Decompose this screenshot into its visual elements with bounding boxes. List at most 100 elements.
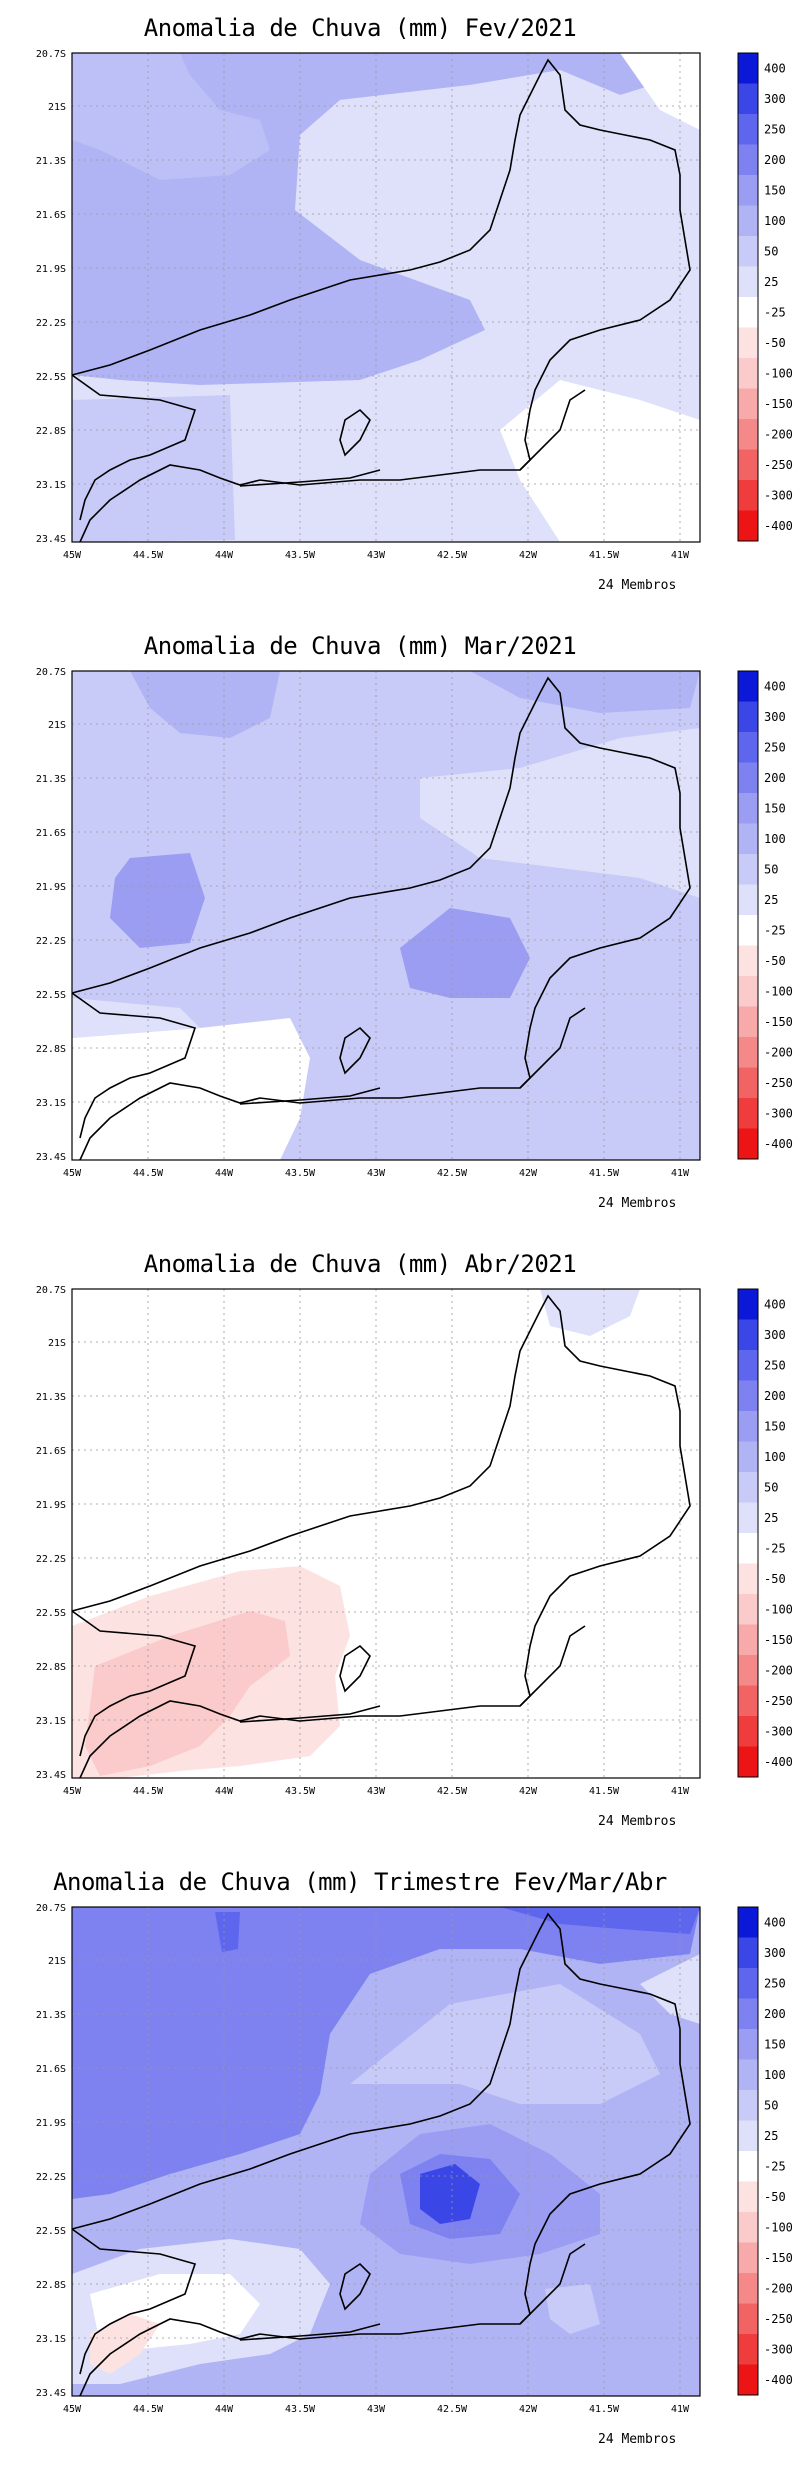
colorbar-label: 50 [764, 244, 778, 258]
colorbar-label: -25 [764, 923, 786, 937]
anomaly-contour-25 [300, 70, 700, 350]
rain-anomaly-map: 20.7S 21S 21.3S 21.6S 21.9S 22.2S 22.5S … [36, 667, 793, 1179]
lat-label: 23.4S [36, 1152, 66, 1163]
lon-label: 44.5W [133, 2404, 164, 2415]
colorbar-label: 150 [764, 183, 786, 197]
members-label: 24 Membros [598, 2432, 677, 2447]
lon-label: 43W [367, 550, 386, 561]
colorbar-swatch [738, 144, 758, 175]
lat-label: 21.6S [36, 1446, 66, 1457]
colorbar-swatch [738, 2181, 758, 2212]
lon-label: 41.5W [589, 2404, 620, 2415]
lat-label: 21.9S [36, 2118, 66, 2129]
lon-label: 41.5W [589, 1786, 620, 1797]
lon-label: 43W [367, 1168, 386, 1179]
lat-label: 22.8S [36, 2280, 66, 2291]
colorbar-label: -100 [764, 984, 793, 998]
lon-label: 41W [671, 1786, 690, 1797]
lon-label: 44W [215, 1786, 234, 1797]
colorbar-label: 300 [764, 92, 786, 106]
colorbar-swatch [738, 83, 758, 114]
colorbar-swatch [738, 854, 758, 885]
members-label: 24 Membros [598, 1196, 677, 1211]
colorbar-label: -100 [764, 1602, 793, 1616]
lat-label: 21.3S [36, 1392, 66, 1403]
colorbar-label: 200 [764, 2007, 786, 2021]
colorbar-label: -200 [764, 1045, 793, 1059]
lat-label: 21.9S [36, 264, 66, 275]
colorbar-swatch [738, 510, 758, 541]
colorbar-label: -150 [764, 1015, 793, 1029]
colorbar-label: -250 [764, 1694, 793, 1708]
lat-label: 22.5S [36, 372, 66, 383]
lon-label: 45W [63, 550, 82, 561]
colorbar-swatch [738, 1533, 758, 1564]
colorbar-label: 100 [764, 1450, 786, 1464]
colorbar-label: 250 [764, 1976, 786, 1990]
colorbar-label: -300 [764, 1106, 793, 1120]
colorbar-label: -400 [764, 519, 793, 533]
colorbar: 400 300 250 200 150 100 50 25 -25 -50 -100 -150 -200… [737, 670, 793, 1160]
anomaly-contour-150b [470, 671, 700, 713]
lat-label: 23.4S [36, 2388, 66, 2399]
colorbar-frame [737, 670, 759, 1160]
colorbar-label: 400 [764, 61, 786, 75]
anomaly-contour-200 [72, 1907, 700, 2199]
map-frame [71, 1288, 701, 1779]
colorbar-swatch [738, 2029, 758, 2060]
colorbar-label: 100 [764, 832, 786, 846]
colorbar-label: 50 [764, 2098, 778, 2112]
lat-label: 21.6S [36, 210, 66, 221]
colorbar-swatch [738, 480, 758, 511]
colorbar-swatch [738, 2364, 758, 2395]
colorbar-label: -150 [764, 1633, 793, 1647]
lat-label: 21S [48, 1956, 66, 1967]
rain-anomaly-map: 20.7S 21S 21.3S 21.6S 21.9S 22.2S 22.5S … [36, 1903, 793, 2415]
lon-label: 44W [215, 550, 234, 561]
colorbar-swatch [738, 1472, 758, 1503]
colorbar-label: -50 [764, 1572, 786, 1586]
colorbar-label: 25 [764, 1511, 778, 1525]
colorbar-label: -300 [764, 2342, 793, 2356]
lat-label: 22.2S [36, 2172, 66, 2183]
lat-label: 22.5S [36, 1608, 66, 1619]
anomaly-contour-50 [72, 53, 270, 180]
colorbar: 400 300 250 200 150 100 50 25 -25 -50 -100 -150 -200… [737, 52, 793, 542]
colorbar-swatch [738, 236, 758, 267]
colorbar-label: 250 [764, 122, 786, 136]
members-label: 24 Membros [598, 1814, 677, 1829]
colorbar-swatch [738, 884, 758, 915]
colorbar-swatch [738, 1716, 758, 1747]
colorbar-label: 150 [764, 2037, 786, 2051]
lat-label: 23.1S [36, 1098, 66, 1109]
lat-label: 21.3S [36, 2010, 66, 2021]
grid-lines [72, 1289, 700, 1778]
lon-label: 42W [519, 550, 538, 561]
lon-label: 42.5W [437, 2404, 468, 2415]
colorbar-swatch [738, 1968, 758, 1999]
lon-label: 41W [671, 550, 690, 561]
map-frame [71, 52, 701, 543]
colorbar-label: 25 [764, 275, 778, 289]
grid-lines [72, 53, 700, 542]
lat-label: 21.3S [36, 774, 66, 785]
map-panel-apr: Anomalia de Chuva (mm) Abr/2021 [0, 1236, 800, 1854]
colorbar-label: -25 [764, 1541, 786, 1555]
colorbar-frame [737, 1288, 759, 1778]
colorbar-label: -250 [764, 458, 793, 472]
lat-label: 23.4S [36, 1770, 66, 1781]
map-panel-feb: Anomalia de Chuva (mm) Fev/2021 [0, 0, 800, 618]
colorbar: 400 300 250 200 150 100 50 25 -25 -50 -100 -150 -200… [737, 1288, 793, 1778]
colorbar-swatch [738, 2059, 758, 2090]
colorbar-swatch [738, 2273, 758, 2304]
lat-label: 21.6S [36, 2064, 66, 2075]
colorbar-label: -400 [764, 1755, 793, 1769]
lat-label: 22.2S [36, 318, 66, 329]
lat-tick-labels: 20.7S 21S 21.3S 21.6S 21.9S 22.2S 22.5S … [36, 1285, 66, 1781]
colorbar-swatch [738, 1502, 758, 1533]
colorbar-label: 100 [764, 2068, 786, 2082]
grid-lines [72, 671, 700, 1160]
colorbar-swatch [738, 976, 758, 1007]
lat-label: 21.9S [36, 882, 66, 893]
lat-label: 22.5S [36, 990, 66, 1001]
